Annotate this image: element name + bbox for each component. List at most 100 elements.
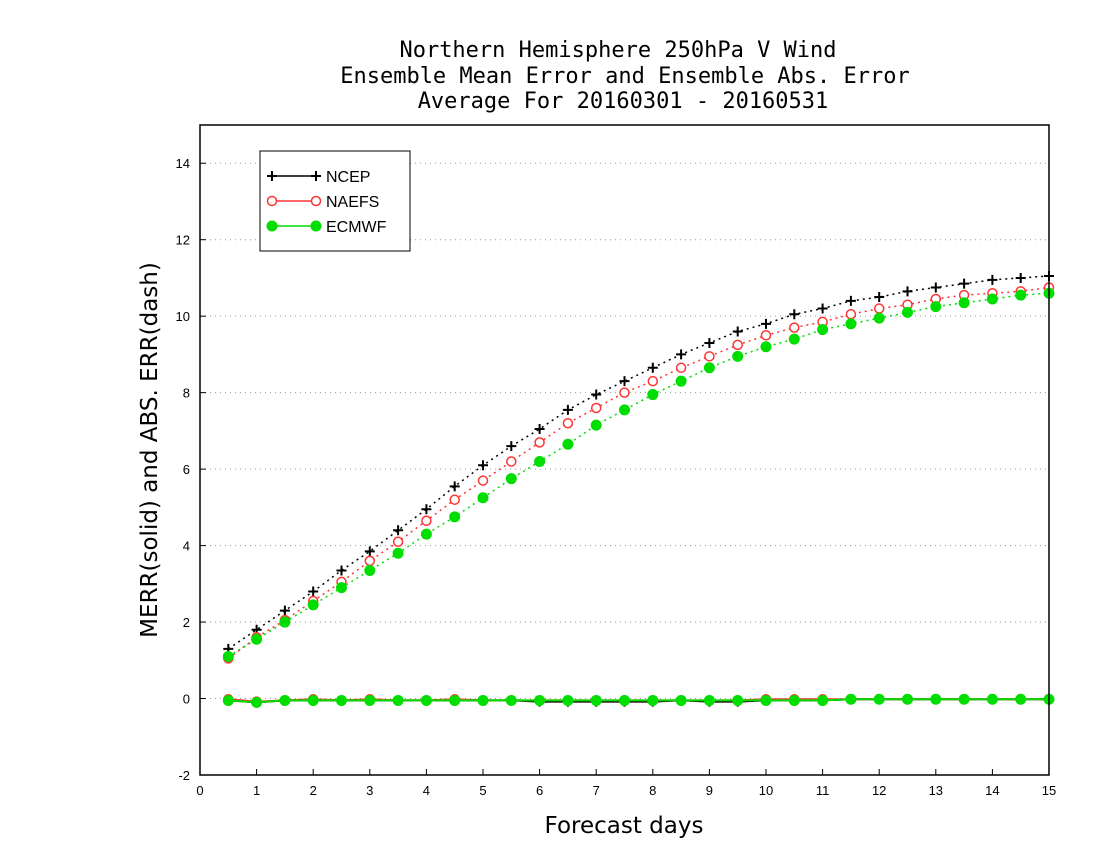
ecmwf-mean-err-point bbox=[505, 694, 517, 706]
naefs-abs-err-line bbox=[227, 286, 1050, 660]
ecmwf-mean-err-point bbox=[788, 694, 800, 706]
ecmwf-mean-err-point bbox=[817, 694, 829, 706]
ecmwf-mean-err-point bbox=[873, 693, 885, 705]
naefs-abs-err-point bbox=[619, 387, 630, 398]
x-tick-label: 8 bbox=[649, 783, 656, 798]
x-tick-label: 12 bbox=[872, 783, 886, 798]
ecmwf-abs-err-point bbox=[505, 473, 517, 485]
ecmwf-mean-err-point bbox=[279, 694, 291, 706]
ncep-abs-err-point bbox=[449, 481, 460, 492]
ecmwf-mean-err-point bbox=[732, 694, 744, 706]
ecmwf-abs-err-point bbox=[477, 492, 489, 504]
ecmwf-abs-err-point bbox=[279, 616, 291, 628]
ecmwf-abs-err-point bbox=[760, 341, 772, 353]
y-tick-label: 6 bbox=[183, 462, 190, 477]
ncep-abs-err-point bbox=[732, 326, 743, 337]
x-tick-label: 9 bbox=[706, 783, 713, 798]
x-tick-label: 10 bbox=[759, 783, 773, 798]
ecmwf-mean-err-point bbox=[477, 694, 489, 706]
legend-label-naefs: NAEFS bbox=[326, 194, 379, 211]
ecmwf-mean-err-point bbox=[760, 694, 772, 706]
ecmwf-abs-err-point bbox=[845, 318, 857, 330]
ncep-abs-err-point bbox=[336, 565, 347, 576]
ecmwf-mean-err-point bbox=[845, 693, 857, 705]
x-axis-ticks: 0 1 2 3 4 5 6 7 8 9 10 11 12 13 14 15 bbox=[196, 769, 1056, 798]
ecmwf-mean-err-point bbox=[534, 694, 546, 706]
x-tick-label: 2 bbox=[310, 783, 317, 798]
chart-title: Northern Hemisphere 250hPa V Wind Ensemb… bbox=[340, 38, 910, 114]
ncep-abs-err-point bbox=[393, 525, 404, 536]
ecmwf-abs-err-point bbox=[817, 324, 829, 336]
naefs-abs-err-point bbox=[506, 456, 517, 467]
naefs-abs-err-point bbox=[760, 330, 772, 341]
y-tick-label: 12 bbox=[176, 233, 190, 248]
ecmwf-abs-err-point bbox=[958, 297, 970, 309]
legend: NCEP NAEFS ECMWF bbox=[259, 150, 411, 252]
ecmwf-abs-err-point bbox=[873, 312, 885, 324]
naefs-abs-err-point bbox=[845, 309, 857, 320]
ncep-abs-err-point bbox=[506, 441, 517, 452]
x-tick-label: 6 bbox=[536, 783, 543, 798]
ecmwf-abs-err-point bbox=[251, 633, 263, 645]
legend-marker-ncep bbox=[267, 171, 277, 181]
ecmwf-mean-err-point bbox=[222, 694, 234, 706]
ncep-abs-err-point bbox=[364, 546, 375, 557]
ncep-abs-err-point bbox=[845, 295, 856, 306]
chart-title-line-2: Ensemble Mean Error and Ensemble Abs. Er… bbox=[340, 64, 910, 89]
ecmwf-abs-err-point bbox=[732, 350, 744, 362]
ncep-abs-err-point bbox=[930, 282, 941, 293]
ncep-abs-err-point bbox=[478, 460, 488, 471]
legend-marker-ecmwf bbox=[310, 220, 322, 232]
ncep-abs-err-point bbox=[676, 349, 687, 360]
ncep-abs-err-point bbox=[1015, 272, 1026, 283]
ncep-abs-err-point bbox=[817, 303, 828, 314]
ncep-abs-err-point bbox=[534, 423, 545, 434]
ecmwf-abs-err-point bbox=[647, 389, 659, 401]
y-tick-label: 0 bbox=[183, 692, 190, 707]
ecmwf-abs-err-point bbox=[619, 404, 630, 416]
ecmwf-abs-err-point bbox=[562, 438, 574, 450]
y-tick-label: 14 bbox=[176, 156, 190, 171]
ecmwf-abs-err-point bbox=[930, 301, 942, 313]
naefs-abs-err-point bbox=[534, 437, 545, 448]
chart-title-line-1: Northern Hemisphere 250hPa V Wind bbox=[399, 38, 836, 63]
ecmwf-abs-err-line bbox=[227, 292, 1050, 658]
naefs-abs-err-point bbox=[789, 322, 800, 333]
ecmwf-mean-err-point bbox=[619, 694, 630, 706]
ncep-abs-err-point bbox=[761, 318, 771, 329]
ncep-abs-err-point bbox=[421, 504, 432, 515]
ecmwf-abs-err-point bbox=[534, 455, 546, 467]
ecmwf-abs-err-point bbox=[703, 362, 715, 374]
ncep-abs-err-point bbox=[562, 404, 573, 415]
ecmwf-mean-err-point bbox=[336, 694, 347, 706]
ncep-abs-err-point bbox=[959, 278, 970, 289]
x-tick-label: 3 bbox=[366, 783, 373, 798]
chart-title-line-3: Average For 20160301 - 20160531 bbox=[418, 89, 829, 114]
legend-marker-naefs bbox=[310, 195, 322, 207]
ecmwf-mean-err-point bbox=[902, 693, 913, 705]
x-axis-label: Forecast days bbox=[545, 813, 704, 839]
x-tick-label: 1 bbox=[253, 783, 260, 798]
legend-marker-ecmwf bbox=[266, 220, 278, 232]
ecmwf-abs-err-point bbox=[222, 650, 234, 662]
ncep-abs-err-point bbox=[704, 337, 715, 348]
ncep-abs-err-point bbox=[789, 309, 800, 320]
ecmwf-mean-err-point bbox=[590, 694, 602, 706]
y-tick-label: 4 bbox=[183, 539, 190, 554]
y-tick-label: 2 bbox=[183, 615, 190, 630]
naefs-abs-err-point bbox=[562, 417, 574, 429]
ecmwf-abs-err-point bbox=[420, 528, 432, 540]
x-tick-label: 15 bbox=[1042, 783, 1056, 798]
x-tick-label: 11 bbox=[816, 783, 830, 798]
naefs-abs-err-point bbox=[421, 515, 432, 526]
x-tick-label: 7 bbox=[593, 783, 600, 798]
ncep-abs-err-point bbox=[647, 362, 658, 373]
series-markers bbox=[222, 271, 1055, 708]
naefs-abs-err-point bbox=[647, 375, 659, 387]
ecmwf-abs-err-point bbox=[788, 333, 800, 345]
ecmwf-abs-err-point bbox=[675, 375, 687, 387]
ncep-abs-err-point bbox=[619, 376, 630, 387]
x-tick-label: 14 bbox=[985, 783, 999, 798]
x-tick-label: 13 bbox=[929, 783, 943, 798]
